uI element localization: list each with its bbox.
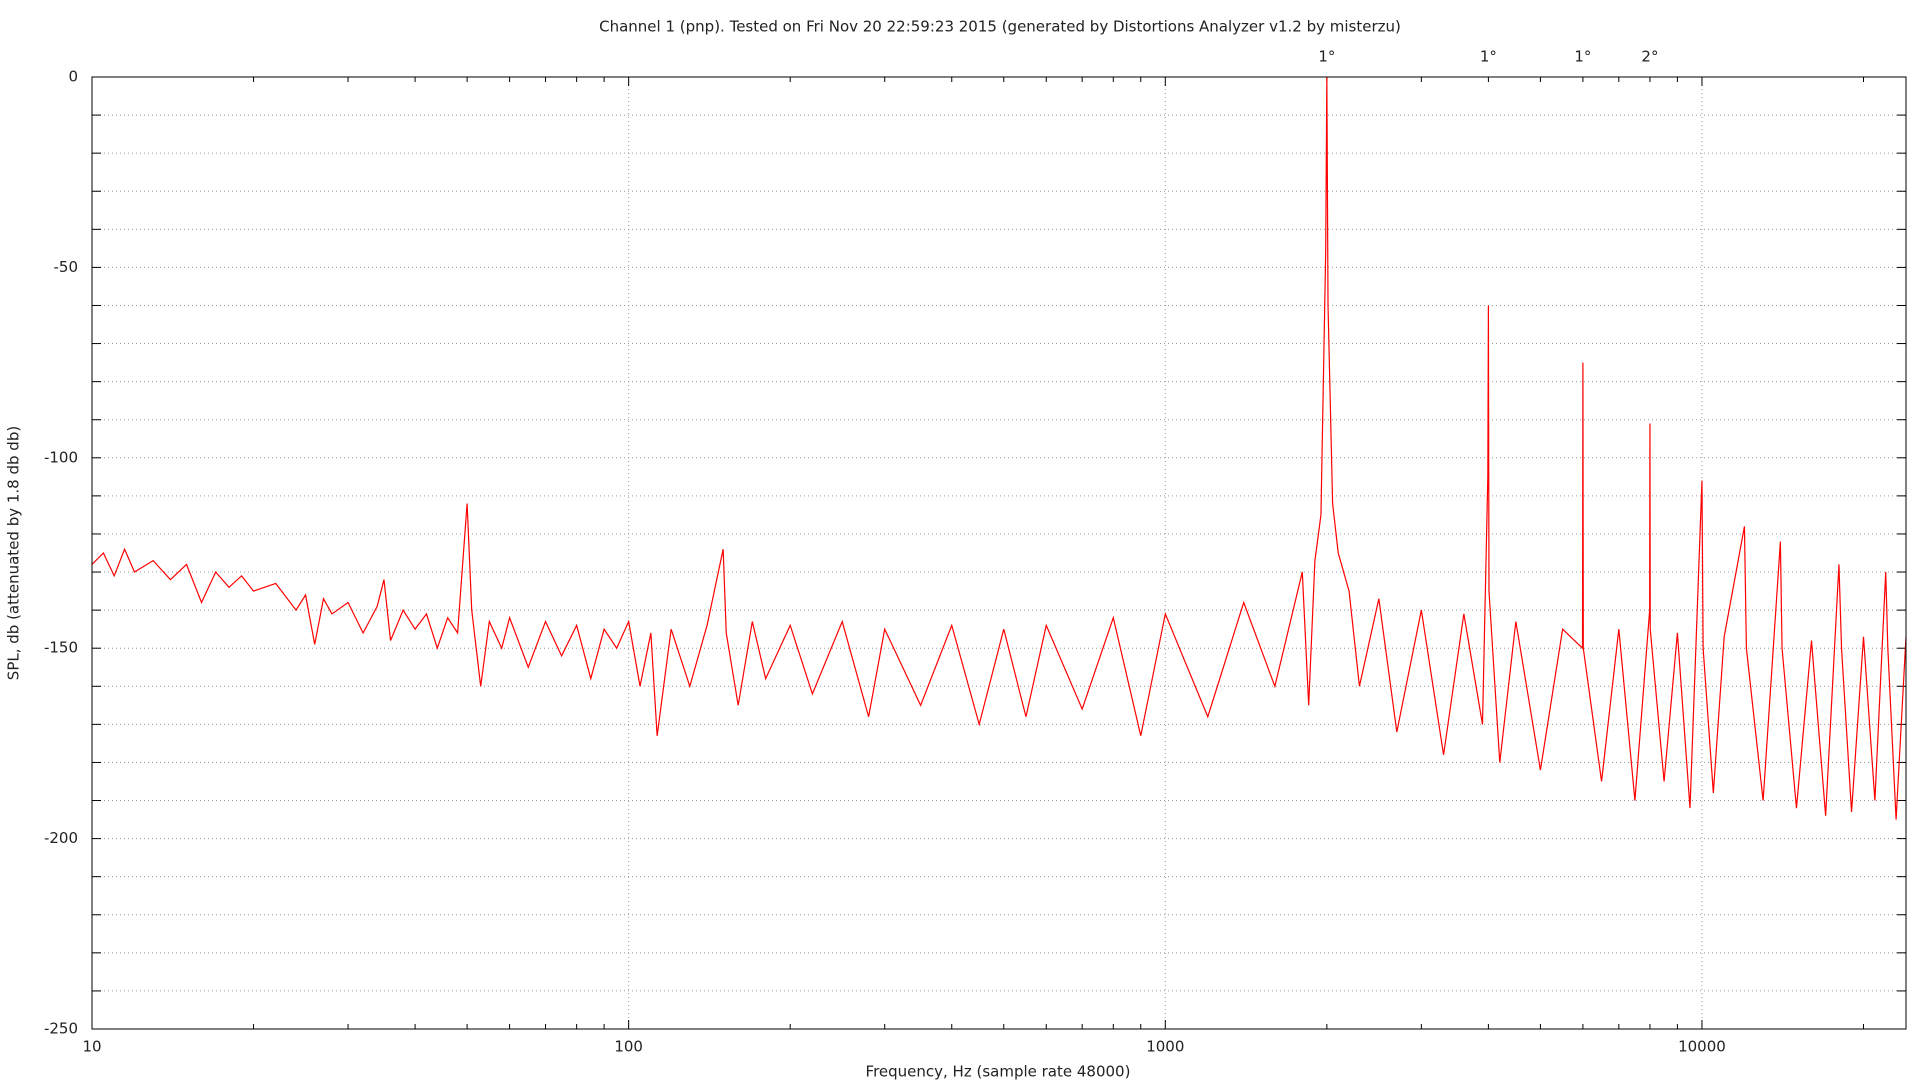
plot-frame (91, 76, 1907, 1030)
chart-title: Channel 1 (pnp). Tested on Fri Nov 20 22… (599, 18, 1401, 36)
y-tick-label: -200 (44, 829, 78, 847)
y-tick-label: -250 (44, 1020, 78, 1038)
x-tick-label: 10 (82, 1038, 101, 1056)
harmonic-label: 1° (1318, 48, 1335, 66)
spectrum-line (91, 76, 1907, 820)
y-tick-label: 0 (68, 68, 78, 86)
y-tick-label: -100 (44, 448, 78, 466)
harmonic-label: 1° (1574, 48, 1591, 66)
harmonic-label: 1° (1480, 48, 1497, 66)
x-tick-label: 1000 (1146, 1038, 1184, 1056)
y-tick-label: -50 (54, 258, 79, 276)
y-tick-label: -150 (44, 639, 78, 657)
x-axis-label: Frequency, Hz (sample rate 48000) (866, 1063, 1131, 1080)
harmonic-label: 2° (1641, 48, 1658, 66)
x-tick-label: 100 (614, 1038, 643, 1056)
y-axis-label: SPL, db (attenuated by 1.8 db db) (5, 426, 23, 680)
x-tick-label: 10000 (1678, 1038, 1726, 1056)
